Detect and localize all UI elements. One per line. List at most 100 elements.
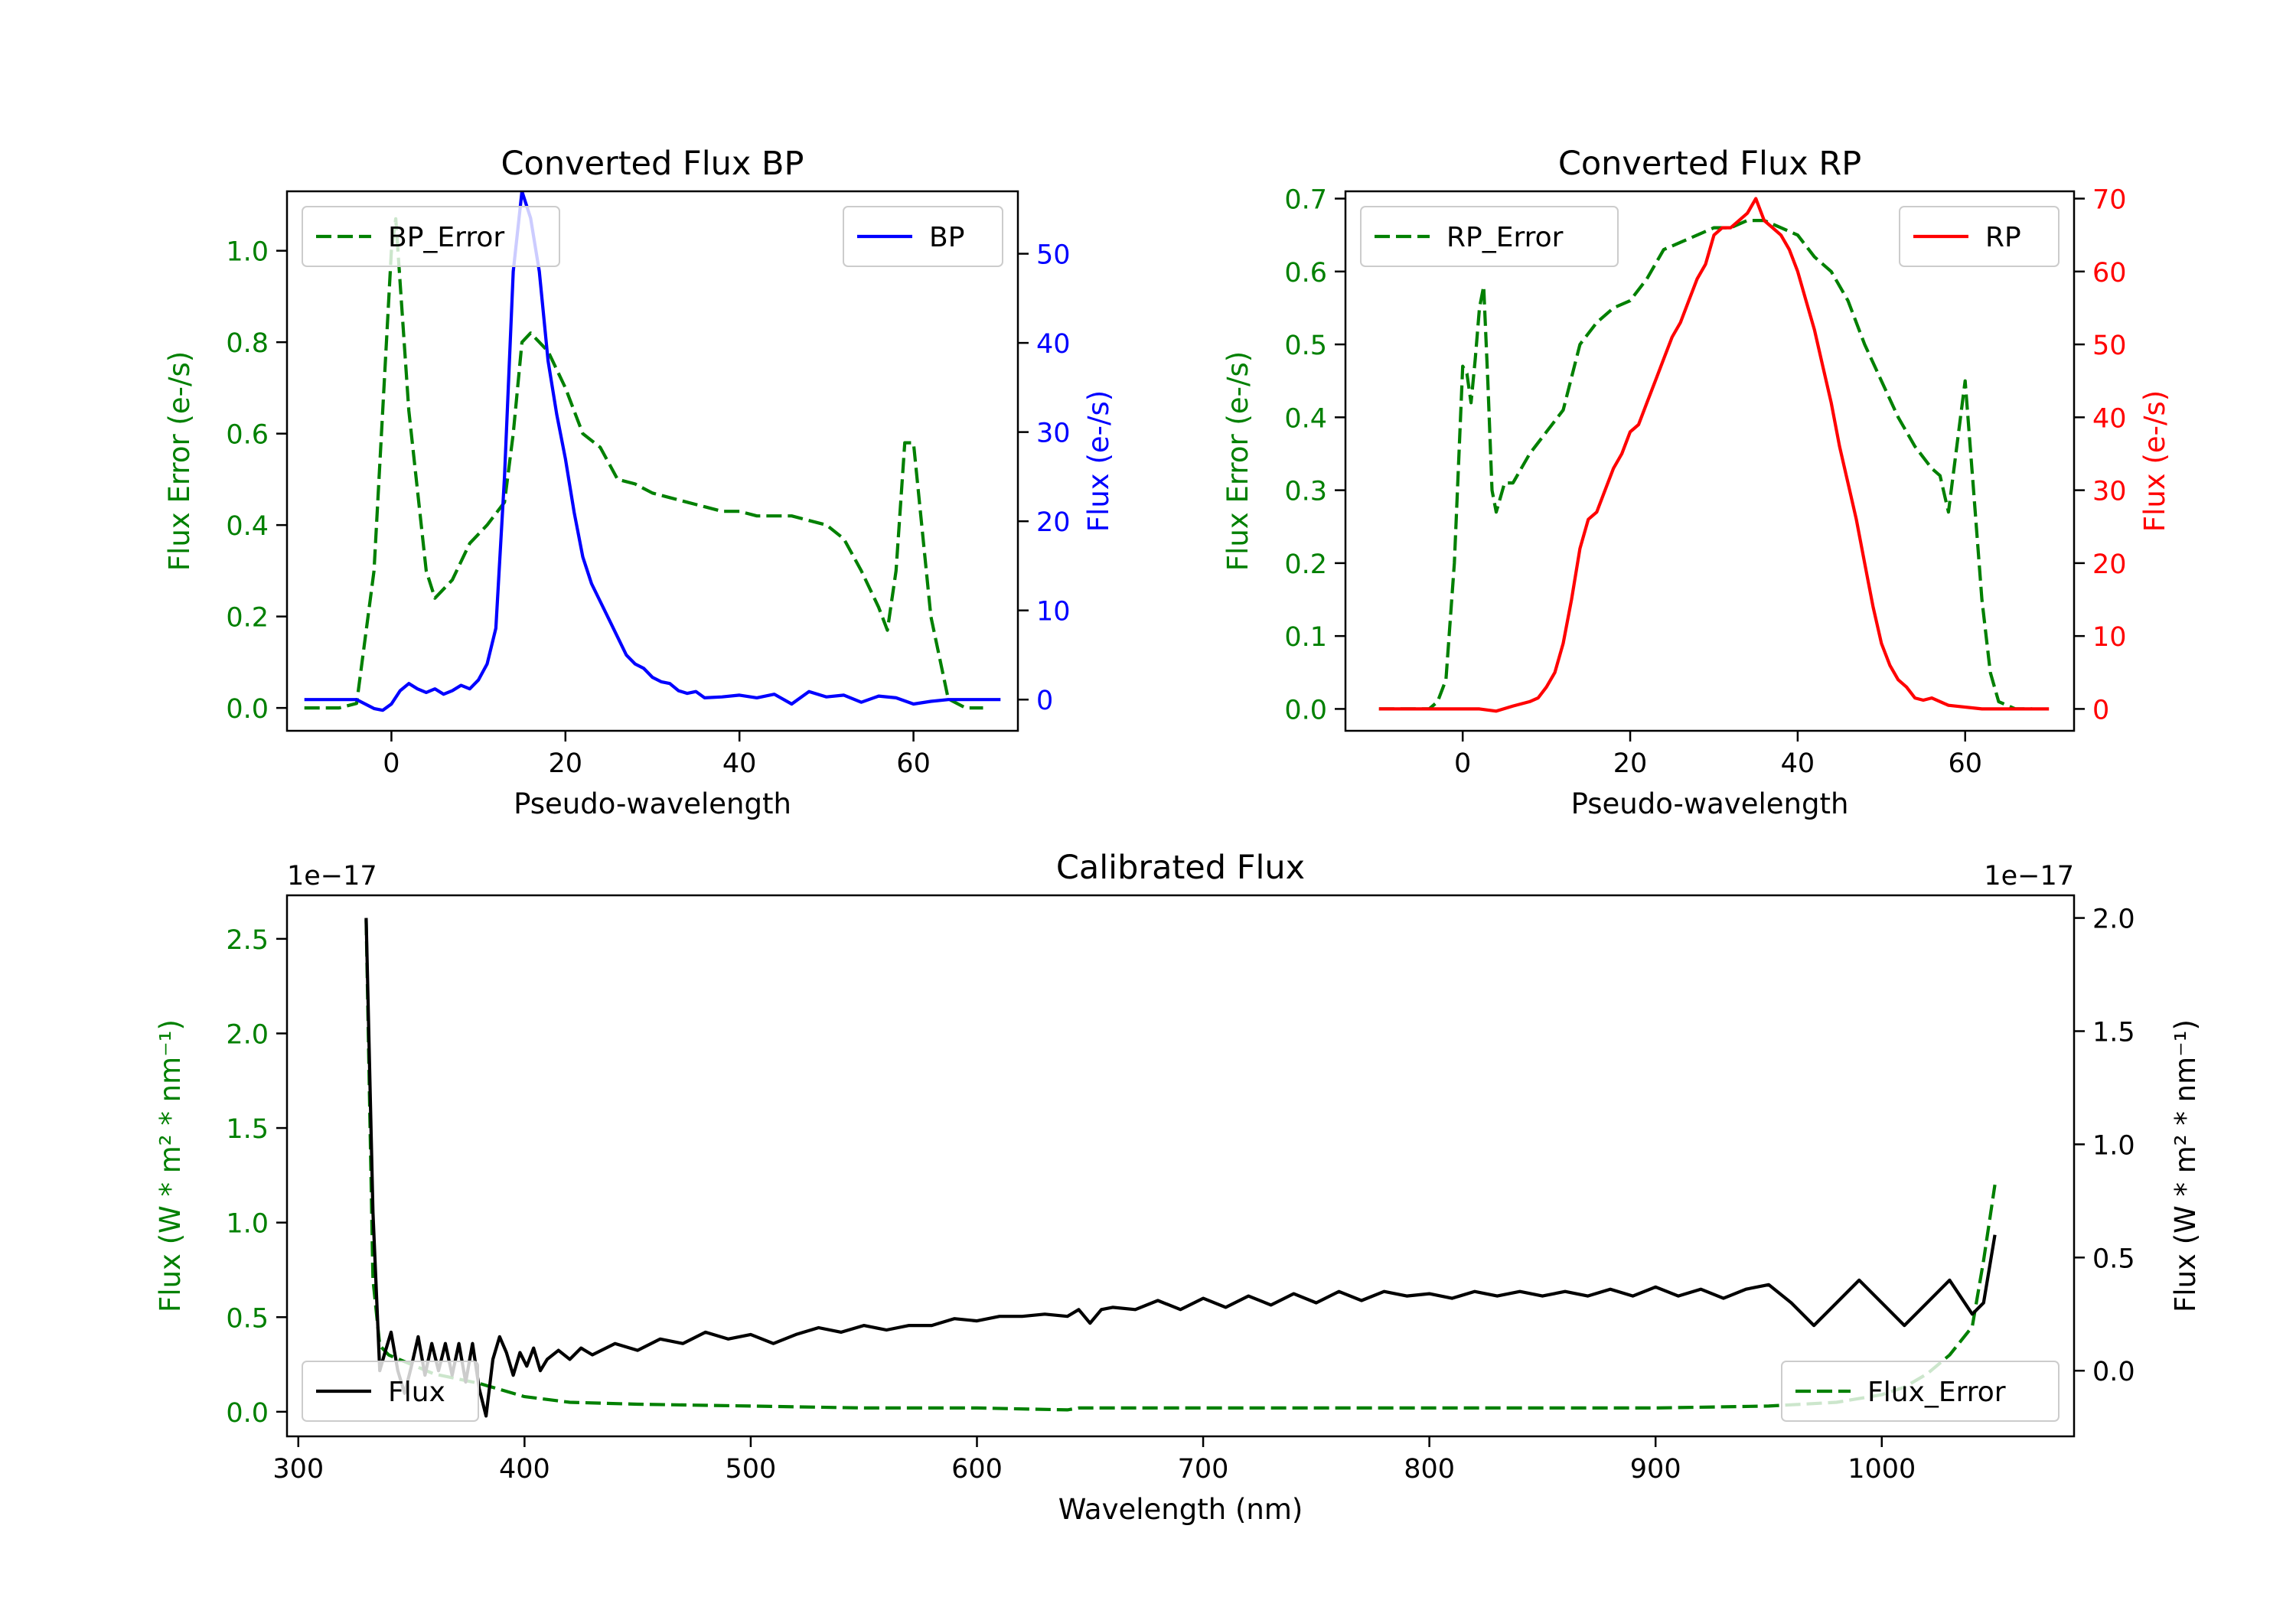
chart-1-ytick-left-label: 0.0 bbox=[226, 694, 269, 725]
chart-3-xtick-label: 800 bbox=[1404, 1454, 1455, 1485]
chart-1-ytick-left-label: 1.0 bbox=[226, 237, 269, 268]
chart-2-ylabel-right: Flux (e-/s) bbox=[2138, 390, 2171, 532]
chart-1-legend-right: BP bbox=[843, 206, 1003, 267]
chart-2: 0 20 40 60 Pseudo-wavelength 0.0 0.1 0.2 0.3 0.4 0… bbox=[1221, 145, 2171, 820]
chart-2-xtick-label: 20 bbox=[1613, 748, 1648, 779]
chart-3-ytick-left-label: 1.5 bbox=[226, 1114, 269, 1145]
chart-2-ytick-right-label: 60 bbox=[2092, 258, 2127, 288]
chart-1-xtick-label: 40 bbox=[722, 748, 757, 779]
chart-3-xlabel: Wavelength (nm) bbox=[1058, 1493, 1303, 1526]
chart-1-ytick-right-label: 0 bbox=[1036, 686, 1053, 716]
chart-3-ytick-right-label: 1.0 bbox=[2092, 1130, 2135, 1161]
chart-2-series-rp bbox=[1378, 197, 2050, 713]
chart-2-legend-right: RP bbox=[1899, 206, 2060, 267]
chart-2-ytick-left-label: 0.7 bbox=[1284, 185, 1327, 216]
chart-3-title: Calibrated Flux bbox=[1056, 849, 1305, 887]
chart-3-legend-box bbox=[302, 1361, 479, 1422]
chart-2-xlabel: Pseudo-wavelength bbox=[1571, 787, 1849, 820]
chart-2-xtick-label: 60 bbox=[1948, 748, 1982, 779]
chart-1-ytick-right-label: 40 bbox=[1036, 329, 1071, 360]
chart-1-ytick-left-label: 0.4 bbox=[226, 511, 269, 542]
chart-2-ytick-right-label: 20 bbox=[2092, 549, 2127, 580]
chart-2-ytick-left-label: 0.6 bbox=[1284, 258, 1327, 288]
chart-3-legend-right: Flux_Error bbox=[1781, 1361, 2060, 1422]
chart-3-legend-label: Flux bbox=[388, 1377, 445, 1408]
chart-3-xtick-label: 700 bbox=[1178, 1454, 1229, 1485]
chart-3-frame bbox=[285, 894, 2076, 1438]
chart-1-xlabel: Pseudo-wavelength bbox=[514, 787, 791, 820]
chart-3-ytick-left-label: 2.5 bbox=[226, 925, 269, 956]
chart-3-legend-left: Flux bbox=[302, 1361, 479, 1422]
chart-1-xtick-label: 0 bbox=[383, 748, 400, 779]
chart-2-series-rp-error bbox=[1378, 219, 2033, 711]
chart-3-xtick-label: 900 bbox=[1630, 1454, 1681, 1485]
chart-3-offset-right: 1e−17 bbox=[1984, 861, 2074, 892]
chart-3-series-flux bbox=[364, 918, 1997, 1418]
chart-1: 0 20 40 60 Pseudo-wavelength 0.0 0.2 0.4 0.6 0.8 1… bbox=[163, 145, 1115, 820]
chart-1-xtick-label: 20 bbox=[549, 748, 583, 779]
chart-2-legend-box bbox=[1360, 206, 1619, 267]
chart-1-title: Converted Flux BP bbox=[501, 145, 804, 183]
chart-3-xtick-label: 500 bbox=[726, 1454, 777, 1485]
chart-1-ylabel-right: Flux (e-/s) bbox=[1082, 390, 1115, 532]
chart-2-legend-label: RP_Error bbox=[1446, 222, 1564, 253]
chart-2-title: Converted Flux RP bbox=[1558, 145, 1861, 183]
chart-3-ylabel-left: Flux (W * m² * nm⁻¹) bbox=[154, 1019, 187, 1312]
chart-1-ytick-right-label: 30 bbox=[1036, 419, 1071, 449]
chart-3-legend-box bbox=[1781, 1361, 2060, 1422]
chart-2-ytick-right-label: 70 bbox=[2092, 185, 2127, 216]
chart-3-ytick-left-label: 0.0 bbox=[226, 1398, 269, 1429]
chart-3-xtick-label: 400 bbox=[499, 1454, 550, 1485]
chart-3-ytick-right-label: 0.5 bbox=[2092, 1244, 2135, 1274]
chart-1-ytick-right-label: 10 bbox=[1036, 597, 1071, 627]
chart-3-series-flux-error bbox=[364, 920, 1997, 1412]
chart-1-legend-box bbox=[843, 206, 1003, 267]
chart-3-xtick-label: 1000 bbox=[1848, 1454, 1916, 1485]
chart-1-legend-label: BP_Error bbox=[388, 222, 504, 253]
chart-2-legend-left: RP_Error bbox=[1360, 206, 1619, 267]
chart-2-xtick-label: 0 bbox=[1454, 748, 1471, 779]
chart-1-xtick-label: 60 bbox=[896, 748, 931, 779]
chart-1-ylabel-left: Flux Error (e-/s) bbox=[163, 351, 196, 571]
chart-1-ytick-right-label: 20 bbox=[1036, 507, 1071, 538]
chart-1-ytick-right-label: 50 bbox=[1036, 240, 1071, 271]
chart-3-ytick-right-label: 0.0 bbox=[2092, 1357, 2135, 1387]
chart-3-ytick-right-label: 1.5 bbox=[2092, 1017, 2135, 1048]
chart-3: 300 400 500 600 700 800 900 1000 Wavelength (nm)… bbox=[154, 849, 2202, 1526]
chart-2-ytick-right-label: 50 bbox=[2092, 331, 2127, 361]
chart-3-ytick-right-label: 2.0 bbox=[2092, 905, 2135, 935]
chart-1-ytick-left-label: 0.6 bbox=[226, 420, 269, 451]
chart-1-legend-left: BP_Error bbox=[302, 206, 560, 267]
chart-1-legend-label: BP bbox=[929, 222, 964, 253]
chart-3-offset-left: 1e−17 bbox=[287, 861, 377, 892]
chart-2-ytick-right-label: 30 bbox=[2092, 477, 2127, 507]
chart-3-ylabel-right: Flux (W * m² * nm⁻¹) bbox=[2169, 1019, 2202, 1312]
chart-3-legend-label: Flux_Error bbox=[1867, 1377, 2006, 1408]
chart-2-ytick-right-label: 0 bbox=[2092, 695, 2109, 725]
chart-1-ytick-left-label: 0.8 bbox=[226, 328, 269, 359]
chart-2-ytick-right-label: 40 bbox=[2092, 403, 2127, 434]
chart-2-xtick-label: 40 bbox=[1781, 748, 1815, 779]
chart-3-ytick-left-label: 1.0 bbox=[226, 1209, 269, 1240]
chart-1-legend-box bbox=[302, 206, 560, 267]
chart-3-ytick-left-label: 0.5 bbox=[226, 1303, 269, 1334]
chart-2-ylabel-left: Flux Error (e-/s) bbox=[1221, 351, 1254, 571]
chart-3-xtick-label: 300 bbox=[272, 1454, 324, 1485]
chart-1-frame bbox=[285, 190, 1019, 732]
chart-1-series-bp bbox=[304, 191, 1001, 712]
chart-3-ytick-left-label: 2.0 bbox=[226, 1019, 269, 1050]
chart-2-ytick-left-label: 0.0 bbox=[1284, 695, 1327, 725]
chart-2-ytick-left-label: 0.4 bbox=[1284, 403, 1327, 434]
chart-2-legend-box bbox=[1899, 206, 2060, 267]
chart-3-xtick-label: 600 bbox=[951, 1454, 1003, 1485]
chart-2-ytick-left-label: 0.2 bbox=[1284, 549, 1327, 580]
chart-2-frame bbox=[1344, 190, 2076, 732]
chart-2-ytick-right-label: 10 bbox=[2092, 622, 2127, 653]
chart-2-ytick-left-label: 0.1 bbox=[1284, 622, 1327, 653]
chart-2-ytick-left-label: 0.3 bbox=[1284, 477, 1327, 507]
chart-1-series-bp-error bbox=[304, 217, 983, 710]
chart-2-ytick-left-label: 0.5 bbox=[1284, 331, 1327, 361]
chart-1-ytick-left-label: 0.2 bbox=[226, 603, 269, 634]
chart-2-legend-label: RP bbox=[1985, 222, 2021, 253]
